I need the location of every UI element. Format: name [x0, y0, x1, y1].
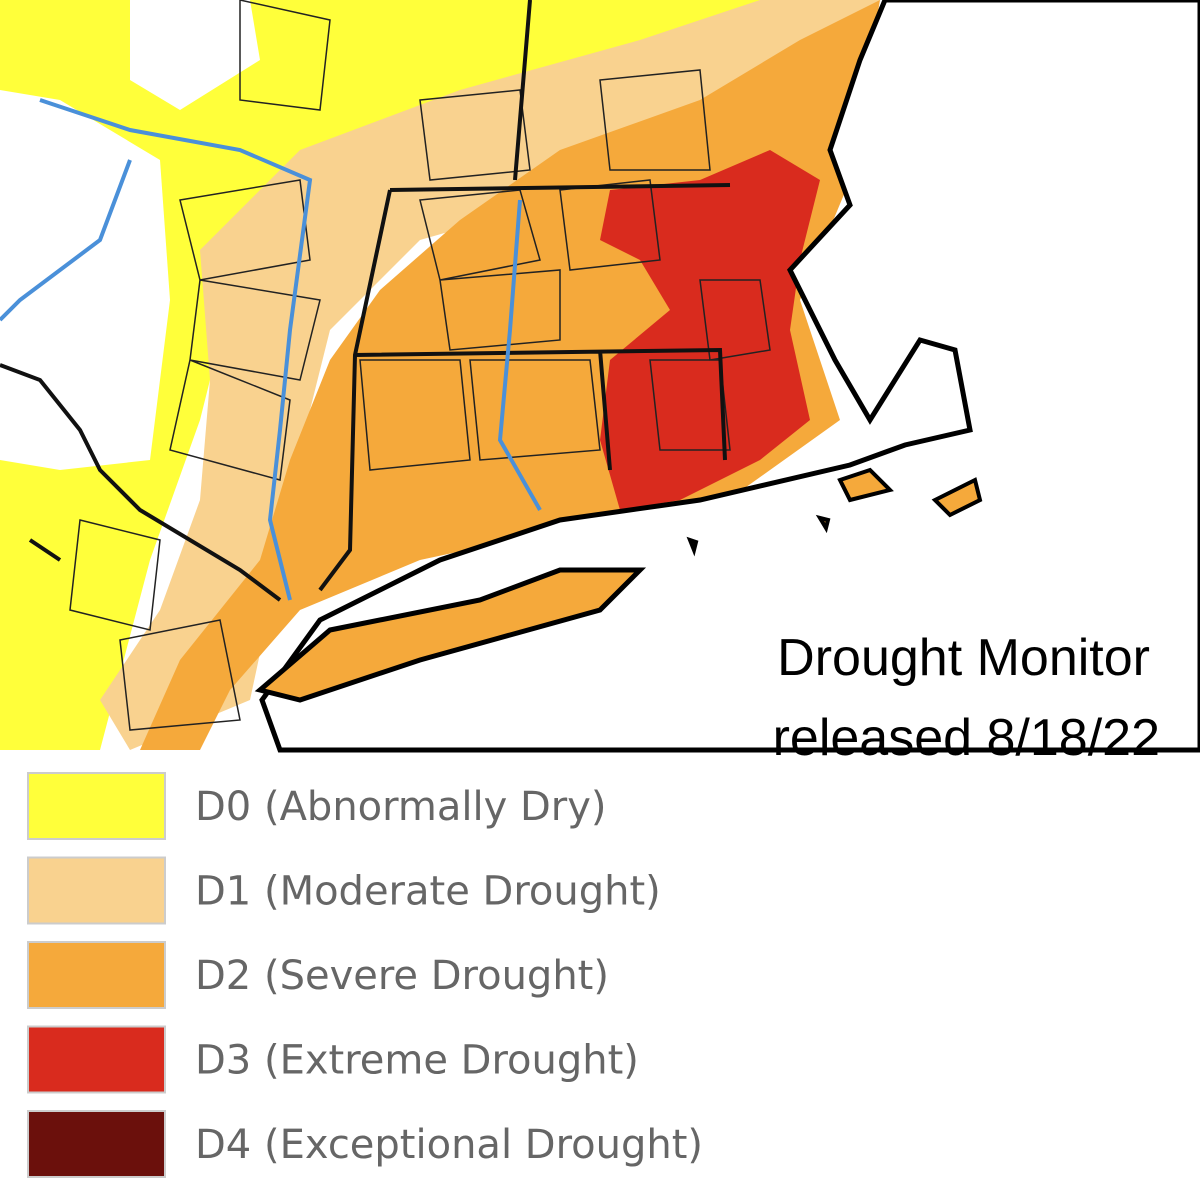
zone-d3	[600, 150, 820, 510]
title-line: released 8/18/22	[773, 709, 1160, 767]
map	[0, 0, 1200, 753]
zone-none	[130, 0, 260, 110]
island	[686, 467, 983, 557]
legend-swatch	[27, 1110, 166, 1178]
title-line: Drought Monitor	[777, 629, 1150, 687]
ocean	[259, 0, 1200, 753]
legend-swatch	[27, 941, 166, 1009]
legend-swatch	[27, 856, 166, 925]
legend-swatch	[27, 1025, 166, 1094]
legend-label: D1 (Moderate Drought)	[195, 869, 661, 915]
legend-label: D3 (Extreme Drought)	[195, 1038, 639, 1084]
zone-d1	[100, 0, 880, 750]
zone-none	[0, 90, 170, 470]
legend: D0 (Abnormally Dry) D1 (Moderate Drought)…	[27, 772, 703, 1178]
legend-label: D0 (Abnormally Dry)	[195, 784, 607, 830]
legend-label: D4 (Exceptional Drought)	[195, 1122, 703, 1168]
zone-d0	[0, 0, 760, 750]
legend-label: D2 (Severe Drought)	[195, 953, 609, 999]
long-island	[254, 567, 647, 703]
legend-swatch	[27, 772, 166, 840]
